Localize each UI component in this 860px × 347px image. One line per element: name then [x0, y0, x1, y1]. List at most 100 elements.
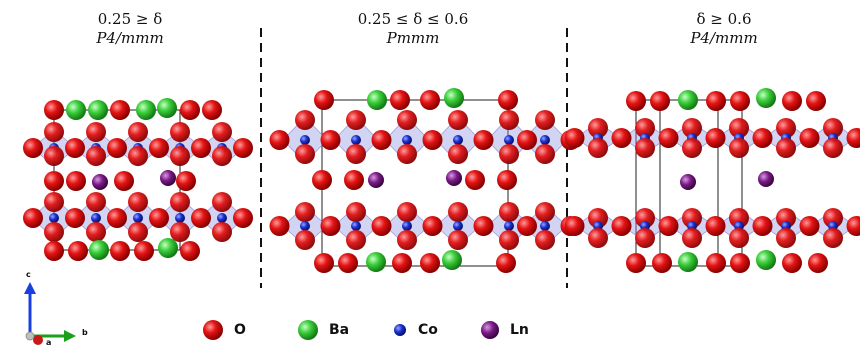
o-atom: [806, 91, 826, 111]
ba-atom: [136, 100, 156, 120]
o-atom: [65, 208, 85, 228]
o-atom: [390, 90, 410, 110]
c-axis-arrowhead: [24, 282, 36, 294]
o-atom: [346, 202, 366, 222]
legend-item-barium: Ba: [297, 318, 349, 342]
o-atom: [269, 216, 290, 236]
o-atom: [397, 110, 417, 130]
co-atom: [300, 135, 310, 145]
co-atom: [453, 135, 463, 145]
ba-atom: [678, 252, 698, 272]
co-atom: [402, 135, 412, 145]
o-atom: [808, 253, 828, 273]
o-atom: [180, 100, 200, 120]
o-atom: [564, 216, 585, 236]
o-atom: [344, 170, 364, 190]
a-axis-marker: [33, 335, 43, 345]
o-atom: [652, 253, 672, 273]
o-atom: [823, 208, 843, 228]
o-atom: [535, 110, 555, 130]
ba-atom: [157, 98, 177, 118]
co-atom: [540, 221, 550, 231]
o-atom: [170, 222, 190, 242]
o-atom: [846, 128, 860, 148]
co-atom: [402, 221, 412, 231]
panel-2-header: 0.25 ≤ δ ≤ 0.6 Pmmm: [303, 10, 523, 48]
o-atom: [397, 202, 417, 222]
o-atom: [212, 146, 232, 166]
co-atom: [49, 213, 59, 223]
o-atom: [823, 138, 843, 158]
ba-atom: [88, 100, 108, 120]
o-atom: [517, 216, 537, 236]
o-atom: [110, 241, 130, 261]
o-atom: [650, 91, 670, 111]
ba-atom: [89, 240, 109, 260]
o-atom: [86, 222, 106, 242]
o-atom: [782, 253, 802, 273]
o-atom: [626, 91, 646, 111]
o-atom: [782, 91, 802, 111]
structure-panel-1: [23, 98, 253, 261]
ln-atom: [758, 171, 774, 187]
legend-label-lanthanide: Ln: [510, 322, 529, 338]
o-atom: [658, 128, 679, 148]
legend-swatch-o: [203, 320, 223, 340]
o-atom: [346, 110, 366, 130]
o-atom: [517, 130, 537, 150]
o-atom: [128, 192, 148, 212]
o-atom: [635, 118, 655, 138]
o-atom: [65, 138, 85, 158]
ba-atom: [158, 238, 178, 258]
o-atom: [66, 171, 86, 191]
o-atom: [611, 216, 632, 236]
o-atom: [134, 241, 154, 261]
co-atom: [453, 221, 463, 231]
o-atom: [338, 253, 358, 273]
axes-origin: [25, 331, 35, 341]
o-atom: [44, 100, 64, 120]
o-atom: [473, 216, 494, 236]
o-atom: [170, 146, 190, 166]
panel-1-header: 0.25 ≥ δ P4/mmm: [20, 10, 240, 48]
panel-1-space-group: P4/mmm: [96, 29, 164, 47]
o-atom: [706, 253, 726, 273]
o-atom: [346, 144, 366, 164]
ln-atom: [92, 174, 108, 190]
o-atom: [729, 208, 749, 228]
o-atom: [752, 128, 773, 148]
legend-item-cobalt: Co: [392, 318, 438, 342]
o-atom: [448, 230, 468, 250]
o-atom: [823, 228, 843, 248]
co-atom: [91, 213, 101, 223]
o-atom: [588, 138, 608, 158]
co-atom: [300, 221, 310, 231]
o-atom: [314, 253, 334, 273]
ba-atom: [678, 90, 698, 110]
o-atom: [320, 216, 341, 236]
co-atom: [351, 135, 361, 145]
o-atom: [823, 118, 843, 138]
structure-panel-3: [564, 88, 860, 273]
o-atom: [776, 138, 796, 158]
ln-atom: [368, 172, 384, 188]
o-atom: [233, 138, 253, 158]
o-atom: [23, 208, 43, 228]
axis-label-a: a: [46, 338, 52, 347]
ba-atom: [66, 100, 86, 120]
legend-label-oxygen: O: [234, 322, 246, 338]
panel-1-condition: 0.25 ≥ δ: [97, 10, 163, 28]
o-atom: [114, 171, 134, 191]
o-atom: [752, 216, 773, 236]
o-atom: [422, 216, 443, 236]
o-atom: [86, 146, 106, 166]
co-atom: [504, 135, 514, 145]
ba-atom: [756, 250, 776, 270]
panel-2-condition: 0.25 ≤ δ ≤ 0.6: [357, 10, 469, 28]
o-atom: [705, 216, 726, 236]
o-atom: [498, 90, 518, 110]
co-atom: [504, 221, 514, 231]
o-atom: [212, 192, 232, 212]
o-atom: [346, 230, 366, 250]
o-atom: [371, 216, 392, 236]
